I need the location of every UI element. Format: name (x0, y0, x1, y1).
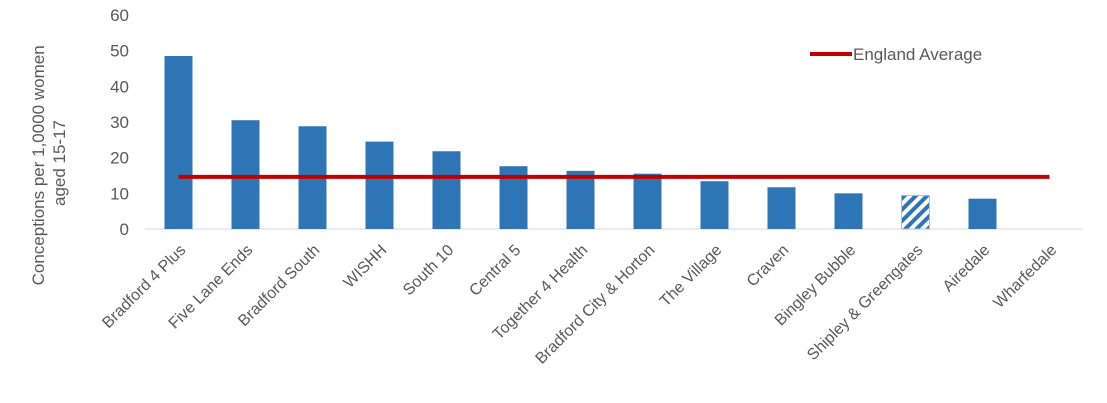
legend: England Average (810, 45, 982, 64)
bar (901, 194, 930, 230)
y-tick-label: 0 (120, 220, 129, 239)
legend-label-england-average: England Average (853, 45, 982, 64)
bars (164, 56, 997, 230)
y-axis-title: Conceptions per 1,0000 women aged 15-17 (29, 41, 69, 286)
x-tick-label: Wharfedale (990, 242, 1060, 312)
bar (968, 198, 997, 229)
y-axis-title-line-2: aged 15-17 (50, 120, 69, 206)
y-tick-label: 60 (110, 6, 129, 25)
y-tick-label: 50 (110, 42, 129, 61)
x-tick-label: WISHH (341, 242, 391, 292)
y-tick-label: 40 (110, 77, 129, 96)
x-tick-label: Central 5 (466, 242, 524, 300)
y-tick-label: 10 (110, 184, 129, 203)
bar (834, 193, 863, 229)
bar (365, 141, 394, 229)
bar (231, 120, 260, 229)
x-tick-label: Shipley & Greengates (804, 242, 926, 364)
x-tick-label: The Village (657, 242, 725, 310)
bar (700, 181, 729, 229)
y-axis-title-line-1: Conceptions per 1,0000 women (29, 45, 48, 285)
y-axis-ticks: 0 10 20 30 40 50 60 (110, 6, 129, 239)
bar (633, 173, 662, 229)
y-tick-label: 20 (110, 149, 129, 168)
bar (164, 56, 193, 230)
bar (566, 170, 595, 229)
x-tick-label: Craven (744, 242, 792, 290)
bar (432, 151, 461, 229)
bar (767, 187, 796, 229)
y-tick-label: 30 (110, 113, 129, 132)
x-tick-label: Airedale (940, 242, 994, 296)
x-tick-label: South 10 (400, 242, 457, 299)
x-tick-label: Bradford City & Horton (532, 242, 658, 368)
